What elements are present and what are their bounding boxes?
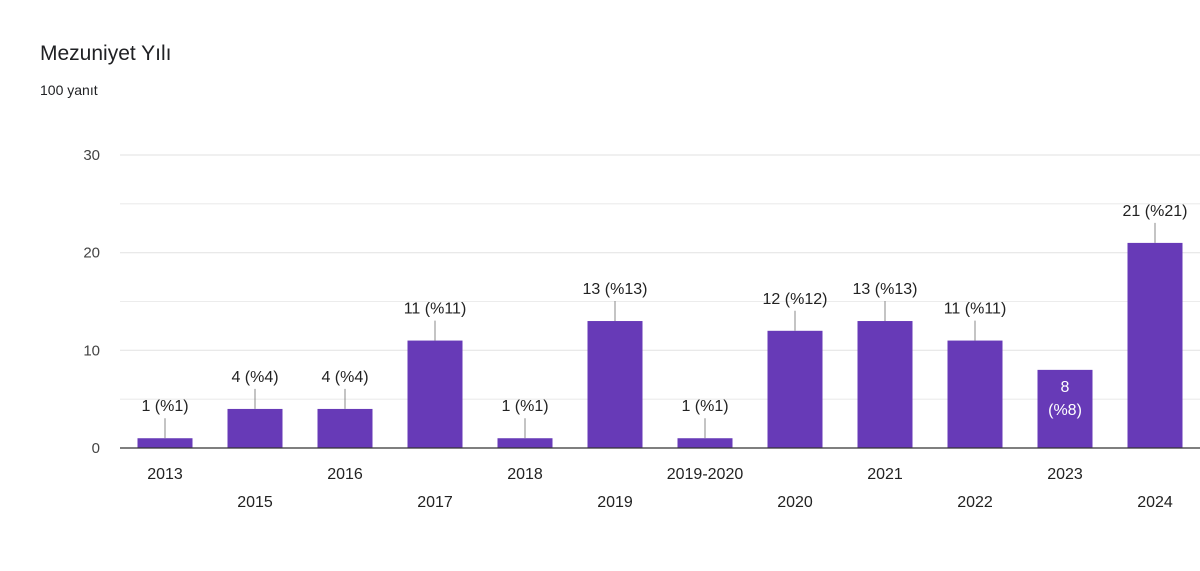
data-label: 13 (%13): [853, 281, 918, 298]
bar: [407, 340, 463, 448]
response-count: 100 yanıt: [40, 82, 98, 98]
y-tick-label: 0: [92, 440, 100, 457]
data-label: 12 (%12): [763, 291, 828, 308]
bar: [497, 438, 553, 448]
x-tick-label: 2013: [147, 466, 183, 483]
bar: [767, 330, 823, 448]
y-tick-label: 30: [83, 147, 100, 164]
x-tick-label: 2016: [327, 466, 363, 483]
data-label: 4 (%4): [231, 369, 278, 386]
x-tick-label: 2018: [507, 466, 543, 483]
data-label: 11 (%11): [404, 301, 467, 318]
x-tick-label: 2017: [417, 494, 453, 511]
data-label: 4 (%4): [321, 369, 368, 386]
bar: [947, 340, 1003, 448]
data-label: 13 (%13): [583, 281, 648, 298]
bar: [1127, 242, 1183, 448]
y-tick-label: 10: [83, 342, 100, 359]
bar: [137, 438, 193, 448]
bar: [587, 321, 643, 448]
x-tick-label: 2023: [1047, 466, 1083, 483]
bar: [1037, 369, 1093, 448]
x-tick-label: 2020: [777, 494, 813, 511]
x-tick-label: 2021: [867, 466, 903, 483]
x-tick-label: 2019-2020: [667, 466, 744, 483]
x-tick-label: 2022: [957, 494, 993, 511]
chart-title: Mezuniyet Yılı: [40, 42, 172, 65]
y-tick-label: 20: [83, 245, 100, 262]
data-label: 1 (%1): [681, 398, 728, 415]
bar: [317, 408, 373, 448]
bar: [857, 321, 913, 448]
bar: [227, 408, 283, 448]
bar: [677, 438, 733, 448]
x-tick-label: 2019: [597, 494, 633, 511]
chart-header: Mezuniyet Yılı 100 yanıt: [40, 42, 172, 98]
data-label: (%8): [1048, 402, 1082, 419]
data-label: 1 (%1): [501, 398, 548, 415]
data-label: 21 (%21): [1123, 203, 1188, 220]
x-tick-label: 2024: [1137, 494, 1173, 511]
data-label: 1 (%1): [141, 398, 188, 415]
data-label: 11 (%11): [944, 301, 1007, 318]
data-label: 8: [1061, 379, 1070, 396]
x-tick-label: 2015: [237, 494, 273, 511]
